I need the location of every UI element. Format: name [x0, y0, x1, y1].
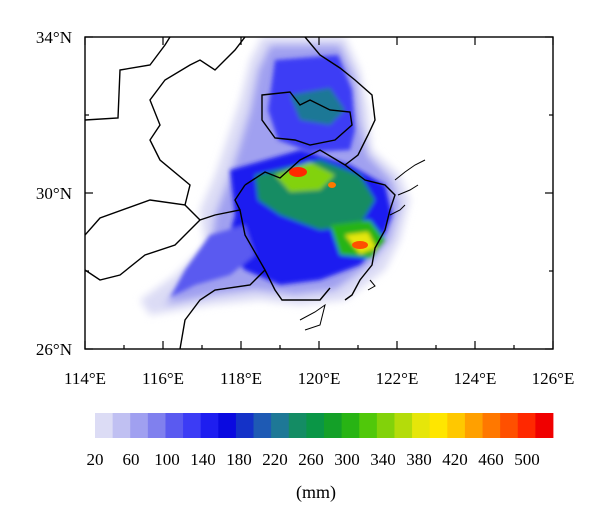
province-boundary-jiangxi — [85, 209, 331, 301]
lon-label-114: 114°E — [64, 369, 106, 388]
lon-label-120: 120°E — [298, 369, 341, 388]
colorbar-swatch — [535, 413, 554, 438]
colorbar-unit-label: (mm) — [296, 482, 336, 503]
lat-label-26: 26°N — [36, 340, 72, 359]
province-boundary-anhui — [85, 37, 246, 236]
colorbar-label-140: 140 — [190, 450, 216, 469]
colorbar-swatch — [147, 413, 166, 438]
colorbar-label-260: 260 — [298, 450, 324, 469]
lat-tick-labels: 34°N 30°N 26°N — [36, 28, 72, 359]
lon-tick-marks — [84, 37, 554, 349]
lon-label-124: 124°E — [454, 369, 497, 388]
colorbar-swatch — [112, 413, 131, 438]
island-chain-1 — [394, 159, 426, 181]
colorbar-swatch — [482, 413, 501, 438]
colorbar-swatch — [218, 413, 237, 438]
colorbar-label-20: 20 — [87, 450, 104, 469]
colorbar-label-220: 220 — [262, 450, 288, 469]
colorbar-label-380: 380 — [406, 450, 432, 469]
province-boundary-north — [85, 37, 171, 121]
lon-label-122: 122°E — [376, 369, 419, 388]
colorbar-swatch — [500, 413, 519, 438]
colorbar-label-460: 460 — [478, 450, 504, 469]
colorbar-label-60: 60 — [123, 450, 140, 469]
colorbar-swatch — [95, 413, 114, 438]
precip-north-core — [290, 88, 345, 125]
boundaries — [85, 37, 396, 349]
coastline-jiangsu — [304, 37, 376, 166]
colorbar-swatch — [447, 413, 466, 438]
island-chain-4 — [299, 303, 326, 331]
colorbar-swatch — [464, 413, 483, 438]
precip-moderate-area — [170, 55, 392, 298]
colorbar-swatch — [200, 413, 219, 438]
lat-label-34: 34°N — [36, 28, 72, 47]
colorbar-swatch — [165, 413, 184, 438]
colorbar-label-340: 340 — [370, 450, 396, 469]
coastline-zhejiang — [244, 149, 396, 301]
colorbar-swatch — [235, 413, 254, 438]
colorbar-swatch — [324, 413, 343, 438]
precip-west-arm — [170, 225, 255, 298]
province-boundary-zhejiang-west — [234, 184, 246, 211]
colorbar — [95, 413, 554, 438]
colorbar-swatch — [130, 413, 149, 438]
colorbar-label-100: 100 — [154, 450, 180, 469]
colorbar-swatch — [376, 413, 395, 438]
colorbar-label-420: 420 — [442, 450, 468, 469]
province-boundary-fujian-west — [179, 269, 266, 349]
islands — [299, 159, 426, 331]
lat-label-30: 30°N — [36, 184, 72, 203]
colorbar-label-500: 500 — [514, 450, 540, 469]
colorbar-swatch — [288, 413, 307, 438]
colorbar-swatch — [183, 413, 202, 438]
colorbar-swatch — [394, 413, 413, 438]
colorbar-swatch — [341, 413, 360, 438]
lon-label-126: 126°E — [532, 369, 575, 388]
lon-label-118: 118°E — [220, 369, 262, 388]
precip-max-core-3 — [328, 182, 336, 188]
colorbar-swatch — [359, 413, 378, 438]
colorbar-label-300: 300 — [334, 450, 360, 469]
colorbar-swatch — [271, 413, 290, 438]
colorbar-label-180: 180 — [226, 450, 252, 469]
precip-max-core-1 — [289, 167, 307, 177]
precipitation-field — [85, 37, 426, 349]
province-boundary-jiangsu-inner — [261, 91, 353, 146]
colorbar-swatch — [306, 413, 325, 438]
island-chain-2 — [397, 184, 419, 196]
lon-tick-labels: 114°E 116°E 118°E 120°E 122°E 124°E 126°… — [64, 369, 574, 388]
lat-tick-marks — [85, 36, 553, 350]
precip-max-core-2 — [352, 241, 368, 249]
colorbar-swatch — [429, 413, 448, 438]
colorbar-tick-labels: 20 60 100 140 180 220 260 300 340 380 42… — [87, 450, 540, 469]
precip-max-cores — [289, 167, 368, 249]
province-boundary-link — [184, 204, 201, 221]
lon-label-116: 116°E — [142, 369, 184, 388]
colorbar-swatch — [517, 413, 536, 438]
colorbar-swatch — [412, 413, 431, 438]
colorbar-swatch — [253, 413, 272, 438]
island-chain-5 — [367, 279, 376, 291]
island-chain-3 — [389, 204, 406, 216]
